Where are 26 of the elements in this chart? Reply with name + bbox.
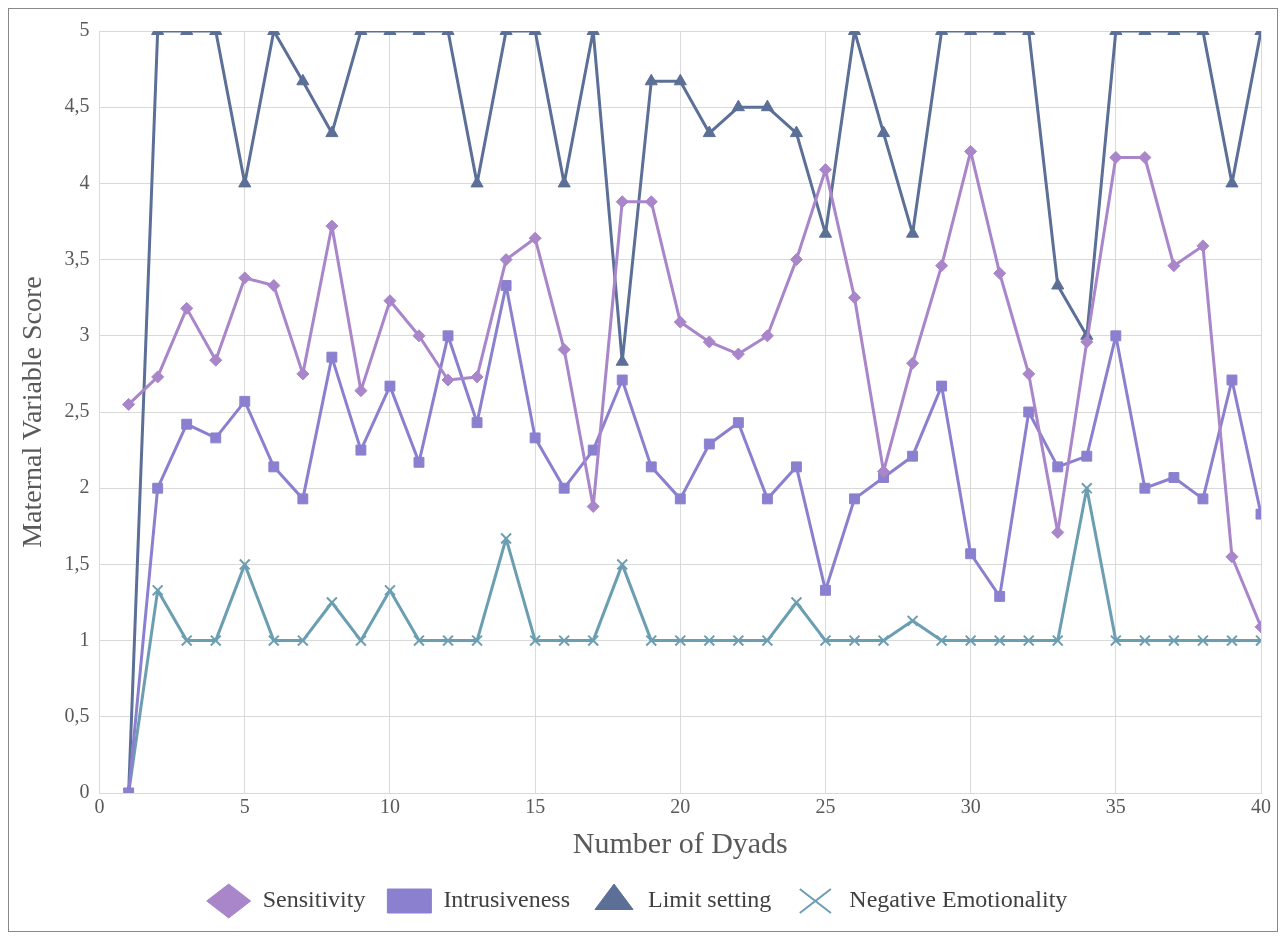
x-tick-label: 20 bbox=[670, 795, 691, 818]
legend-label: Intrusiveness bbox=[443, 886, 571, 913]
y-tick-label: 3 bbox=[79, 323, 90, 346]
x-tick-label: 10 bbox=[379, 795, 400, 818]
x-tick-label: 40 bbox=[1251, 795, 1271, 818]
y-tick-label: 2 bbox=[79, 475, 90, 498]
y-tick-label: 2,5 bbox=[64, 399, 90, 422]
legend-label: Sensitivity bbox=[262, 886, 366, 913]
y-tick-label: 3,5 bbox=[64, 246, 90, 269]
x-tick-label: 0 bbox=[94, 795, 105, 818]
y-tick-label: 4,5 bbox=[64, 94, 90, 117]
x-tick-label: 5 bbox=[239, 795, 250, 818]
y-axis-title: Maternal Variable Score bbox=[16, 276, 48, 548]
legend-label: Negative Emotionality bbox=[849, 886, 1068, 913]
y-tick-label: 4 bbox=[79, 170, 90, 193]
y-tick-label: 5 bbox=[79, 18, 90, 41]
y-tick-label: 1 bbox=[79, 627, 90, 650]
y-tick-label: 0 bbox=[79, 780, 90, 803]
x-tick-label: 30 bbox=[960, 795, 981, 818]
x-axis-title: Number of Dyads bbox=[572, 825, 788, 859]
x-tick-label: 35 bbox=[1105, 795, 1126, 818]
y-tick-label: 0,5 bbox=[64, 704, 90, 727]
x-tick-label: 15 bbox=[525, 795, 546, 818]
legend-label: Limit setting bbox=[648, 886, 772, 913]
y-tick-label: 1,5 bbox=[64, 551, 90, 574]
x-tick-label: 25 bbox=[815, 795, 836, 818]
